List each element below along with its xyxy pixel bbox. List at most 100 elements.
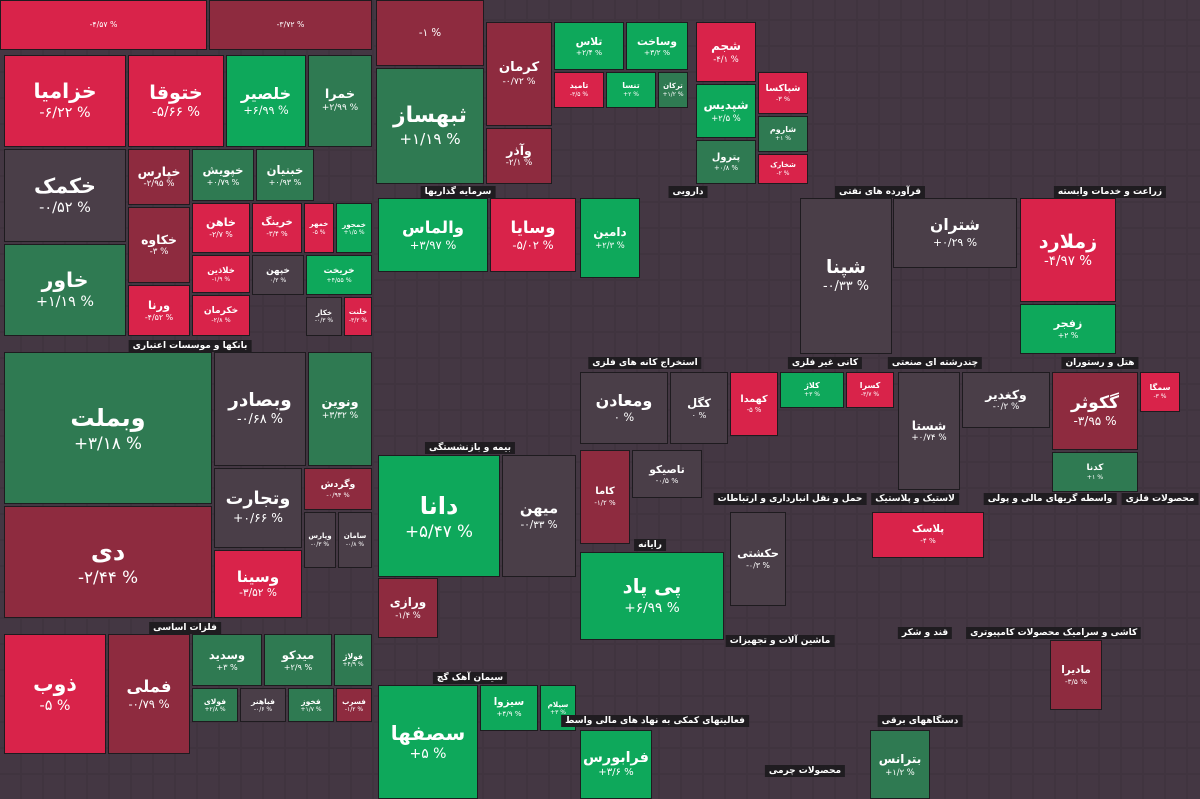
tile[interactable]: سیزوا +۴/۹ % (480, 685, 538, 731)
tile[interactable]: شجم -۴/۱ % (696, 22, 756, 82)
tile[interactable]: شپنا -۰/۳۳ % (800, 198, 892, 354)
tile-change: -۲/۴۴ % (77, 566, 139, 587)
tile[interactable]: شاروم +۱ % (758, 116, 808, 152)
tile-change: -۰/۳ % (310, 540, 330, 548)
tile-symbol: سامان (343, 531, 367, 540)
tile[interactable]: فرابورس +۳/۶ % (580, 730, 652, 799)
tile[interactable]: سامان -۰/۸ % (338, 512, 372, 568)
tile[interactable]: وتجارت +۰/۶۶ % (214, 468, 302, 548)
tile[interactable]: دی -۲/۴۴ % (4, 506, 212, 618)
tile[interactable]: وکغدیر -۰/۲ % (962, 372, 1050, 428)
tile[interactable]: خمرا +۲/۹۹ % (308, 55, 372, 147)
tile[interactable]: فسرب -۱/۲ % (336, 688, 372, 722)
tile[interactable]: خلصیر +۶/۹۹ % (226, 55, 306, 147)
tile[interactable]: تاصیکو -۰/۵ % (632, 450, 702, 498)
tile[interactable]: فولاژ +۴/۹ % (334, 634, 372, 686)
tile[interactable]: فملی -۰/۷۹ % (108, 634, 190, 754)
tile[interactable]: ورازی -۱/۴ % (378, 578, 438, 638)
tile[interactable]: خپهن ۰/۲ % (252, 255, 304, 295)
tile[interactable]: خپارس -۲/۹۵ % (128, 149, 190, 205)
tile-change: -۰/۳ % (746, 561, 770, 571)
tile[interactable]: مادیرا -۳/۵ % (1050, 640, 1102, 710)
tile[interactable]: فباهنر -۰/۶ % (240, 688, 286, 722)
tile[interactable]: خکمک -۰/۵۲ % (4, 149, 126, 242)
tile[interactable]: خلاذین -۱/۹ % (192, 255, 250, 293)
tile[interactable]: خکار -۰/۳ % (306, 297, 342, 336)
tile[interactable]: میهن -۰/۳۳ % (502, 455, 576, 577)
tile-symbol: زفجر (1053, 317, 1083, 331)
tile[interactable]: ختوقا -۵/۶۶ % (128, 55, 224, 147)
tile[interactable]: کهمدا -۵ % (730, 372, 778, 436)
tile-change: -۰/۳۳ % (822, 279, 870, 295)
tile[interactable]: ترکان +۱/۲ % (658, 72, 688, 108)
tile[interactable]: بترانس +۱/۲ % (870, 730, 930, 799)
tile-change: -۵ % (312, 228, 326, 236)
tile[interactable]: خاهن -۲/۷ % (192, 203, 250, 253)
tile[interactable]: -۳/۷۲ % (209, 0, 372, 50)
tile[interactable]: خبنیان +۰/۹۳ % (256, 149, 314, 201)
tile[interactable]: سصفها +۵ % (378, 685, 478, 799)
tile[interactable]: خرینگ -۳/۴ % (252, 203, 302, 253)
tile[interactable]: تنسا +۲ % (606, 72, 656, 108)
tile[interactable]: ثبهساز +۱/۱۹ % (376, 68, 484, 184)
tile[interactable]: ونوین +۳/۳۲ % (308, 352, 372, 466)
tile[interactable]: پی پاد +۶/۹۹ % (580, 552, 724, 640)
tile[interactable]: کسرا -۳/۷ % (846, 372, 894, 408)
tile[interactable]: دانا +۵/۴۷ % (378, 455, 500, 577)
tile[interactable]: -۴/۵۷ % (0, 0, 207, 50)
tile[interactable]: خزامیا -۶/۲۲ % (4, 55, 126, 147)
tile[interactable]: کگل ۰ % (670, 372, 728, 444)
tile[interactable]: میدکو +۲/۹ % (264, 634, 332, 686)
tile[interactable]: زملارد -۴/۹۷ % (1020, 198, 1116, 302)
tile[interactable]: سمگا -۳ % (1140, 372, 1180, 412)
tile[interactable]: خلنت -۳/۲ % (344, 297, 372, 336)
tile[interactable]: خمحور +۱/۵ % (336, 203, 372, 253)
tile[interactable]: کدنا +۱ % (1052, 452, 1138, 492)
tile[interactable]: تامید -۳/۵ % (554, 72, 604, 108)
tile[interactable]: وگردش -۰/۹۴ % (304, 468, 372, 510)
tile[interactable]: وپارس -۰/۳ % (304, 512, 336, 568)
tile[interactable]: کاما -۱/۲ % (580, 450, 630, 544)
tile[interactable]: ومعادن ۰ % (580, 372, 668, 444)
tile[interactable]: خکرمان -۲/۸ % (192, 295, 250, 336)
tile[interactable]: وبصادر -۰/۶۸ % (214, 352, 306, 466)
tile[interactable]: وسایا -۵/۰۲ % (490, 198, 576, 272)
tile[interactable]: تلاس +۲/۴ % (554, 22, 624, 70)
tile[interactable]: وساخت +۳/۲ % (626, 22, 688, 70)
tile[interactable]: شتران +۰/۲۹ % (893, 198, 1017, 268)
tile[interactable]: پلاسک -۴ % (872, 512, 984, 558)
tile[interactable]: دامین +۲/۳ % (580, 198, 640, 278)
tile[interactable]: کرمان -۰/۷۲ % (486, 22, 552, 126)
tile[interactable]: گکوثر -۳/۹۵ % (1052, 372, 1138, 450)
tile[interactable]: شپدیس +۲/۵ % (696, 84, 756, 138)
tile[interactable]: فولای +۲/۸ % (192, 688, 238, 722)
tile-symbol: وتجارت (225, 489, 291, 510)
tile[interactable]: شخارک -۲ % (758, 154, 808, 184)
tile[interactable]: ورنا -۴/۵۲ % (128, 285, 190, 336)
tile[interactable]: ذوب -۵ % (4, 634, 106, 754)
tile[interactable]: وبملت +۳/۱۸ % (4, 352, 212, 504)
tile[interactable]: خمهر -۵ % (304, 203, 334, 253)
tile[interactable]: فخوز +۱/۷ % (288, 688, 334, 722)
tile[interactable]: کلاژ +۳ % (780, 372, 844, 408)
tile[interactable]: شپاکسا -۳ % (758, 72, 808, 114)
tile[interactable]: خاور +۱/۱۹ % (4, 244, 126, 336)
tile-change: +۲/۵ % (711, 113, 741, 124)
tile-symbol: پی پاد (622, 575, 682, 599)
tile[interactable]: والماس +۳/۹۷ % (378, 198, 488, 272)
tile[interactable]: وسینا -۳/۵۲ % (214, 550, 302, 618)
tile[interactable]: خکاوه -۳ % (128, 207, 190, 283)
tile[interactable]: پترول +۰/۸ % (696, 140, 756, 184)
tile[interactable]: وسدید +۳ % (192, 634, 262, 686)
tile[interactable]: -۱ % (376, 0, 484, 66)
tile-change: +۳ % (804, 391, 820, 399)
tile[interactable]: وآذر -۲/۱ % (486, 128, 552, 184)
tile[interactable]: خریخت +۴/۵۵ % (306, 255, 372, 295)
sector-label: دارویی (668, 186, 708, 198)
tile[interactable]: حکشتی -۰/۳ % (730, 512, 786, 606)
tile[interactable]: خپویش +۰/۷۹ % (192, 149, 254, 201)
tile[interactable]: شستا +۰/۷۴ % (898, 372, 960, 490)
tile-change: -۲/۹۵ % (143, 179, 175, 190)
tile[interactable]: زفجر +۲ % (1020, 304, 1116, 354)
